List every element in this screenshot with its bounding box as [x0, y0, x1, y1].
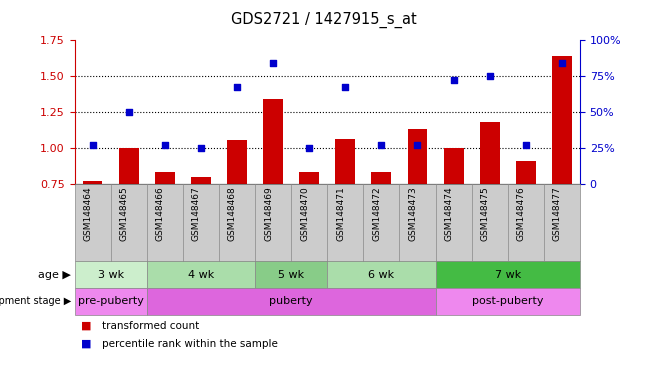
Text: GDS2721 / 1427915_s_at: GDS2721 / 1427915_s_at [231, 12, 417, 28]
Text: puberty: puberty [270, 296, 313, 306]
Text: 6 wk: 6 wk [368, 270, 395, 280]
Text: GSM148466: GSM148466 [156, 186, 165, 241]
Point [448, 77, 459, 83]
Text: GSM148472: GSM148472 [373, 186, 382, 241]
Bar [299, 172, 319, 184]
Bar [516, 161, 536, 184]
Point [159, 142, 170, 149]
Point [485, 73, 495, 79]
Bar [227, 141, 247, 184]
Text: ■: ■ [81, 321, 91, 331]
Bar [83, 181, 102, 184]
Text: GSM148474: GSM148474 [445, 186, 454, 241]
Text: GSM148475: GSM148475 [481, 186, 490, 241]
Text: GSM148477: GSM148477 [553, 186, 562, 241]
Point [304, 145, 314, 151]
Point [412, 142, 422, 149]
Text: GSM148464: GSM148464 [84, 186, 93, 241]
Point [268, 60, 278, 66]
Text: GSM148468: GSM148468 [228, 186, 237, 241]
Bar [155, 172, 175, 184]
Text: GSM148470: GSM148470 [300, 186, 309, 241]
Text: GSM148465: GSM148465 [120, 186, 129, 241]
Point [340, 84, 351, 90]
Text: 7 wk: 7 wk [494, 270, 521, 280]
Bar [263, 99, 283, 184]
Text: post-puberty: post-puberty [472, 296, 544, 306]
Point [124, 109, 134, 115]
Point [557, 60, 567, 66]
Bar [191, 177, 211, 184]
Text: GSM148476: GSM148476 [517, 186, 526, 241]
Text: 3 wk: 3 wk [98, 270, 124, 280]
Text: transformed count: transformed count [102, 321, 199, 331]
Bar [408, 129, 428, 184]
Text: 5 wk: 5 wk [278, 270, 304, 280]
Bar [444, 148, 463, 184]
Text: percentile rank within the sample: percentile rank within the sample [102, 339, 277, 349]
Text: GSM148471: GSM148471 [336, 186, 345, 241]
Text: 4 wk: 4 wk [188, 270, 214, 280]
Point [87, 142, 98, 149]
Text: development stage ▶: development stage ▶ [0, 296, 71, 306]
Text: GSM148473: GSM148473 [408, 186, 417, 241]
Point [232, 84, 242, 90]
Text: GSM148467: GSM148467 [192, 186, 201, 241]
Point [196, 145, 206, 151]
Point [376, 142, 387, 149]
Bar [480, 122, 500, 184]
Bar [119, 148, 139, 184]
Bar [371, 172, 391, 184]
Point [520, 142, 531, 149]
Text: pre-puberty: pre-puberty [78, 296, 144, 306]
Bar [336, 139, 355, 184]
Text: GSM148469: GSM148469 [264, 186, 273, 241]
Bar [552, 56, 572, 184]
Text: age ▶: age ▶ [38, 270, 71, 280]
Text: ■: ■ [81, 339, 91, 349]
